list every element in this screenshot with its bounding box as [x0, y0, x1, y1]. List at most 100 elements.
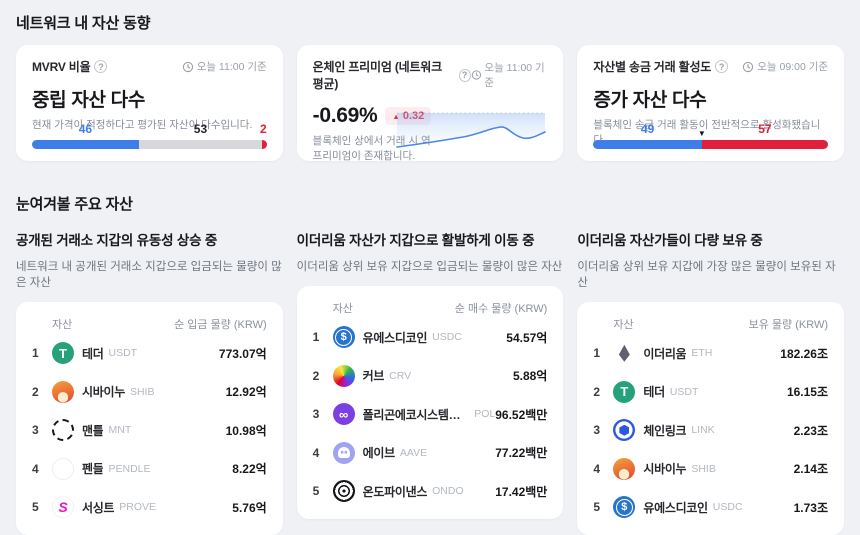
usdt-coin-icon: T: [52, 342, 74, 365]
bar-segment-gray: [138, 140, 263, 149]
shib-coin-icon: [52, 380, 74, 403]
sparkline-area: [397, 113, 546, 147]
coin-name: 테더: [643, 385, 665, 400]
column-heading: 이더리움 자산가 지갑으로 활발하게 이동 중: [296, 233, 535, 248]
table-row[interactable]: 1 이더리움 ETH 182.26조: [593, 334, 828, 373]
table-row[interactable]: 5 S 서싱트 PROVE 5.76억: [32, 488, 267, 527]
aave-coin-icon: [332, 441, 355, 464]
ondo-coin-icon: [332, 480, 355, 503]
usdt-coin-icon: T: [613, 380, 636, 403]
card-title: MVRV 비율: [32, 60, 91, 74]
crv-coin-icon: [332, 364, 355, 387]
table-row[interactable]: 5 온도파이낸스 ONDO 17.42백만: [312, 472, 547, 511]
coin-value: 10.98억: [225, 423, 267, 438]
coin-name: 유에스디코인: [643, 500, 708, 515]
table-row[interactable]: 3 체인링크 LINK 2.23조: [593, 411, 828, 450]
activity-distribution-bar: 49 57: [593, 122, 828, 149]
card-headline: 증가 자산 다수: [593, 90, 707, 111]
coin-ticker: USDT: [108, 347, 138, 360]
column-subtitle: 이더리움 상위 보유 지갑에 가장 많은 물량이 보유된 자산: [577, 261, 836, 289]
coin-value: 773.07억: [218, 346, 267, 361]
rank: 4: [32, 461, 39, 476]
coin-ticker: POL: [474, 408, 496, 421]
table-row[interactable]: 4 에이브 AAVE 77.22백만: [313, 434, 547, 473]
coin-ticker: CRV: [389, 369, 412, 382]
mvrv-neutral-count: 53: [193, 122, 208, 136]
coin-value: 182.26조: [780, 346, 829, 361]
onchain-premium-card[interactable]: 온체인 프리미엄 (네트워크 평균) 오늘 11:00 기준 -0.69% 0.…: [296, 45, 564, 162]
prove-coin-icon: S: [52, 496, 74, 519]
coin-ticker: MNT: [108, 424, 132, 437]
mvrv-distribution-bar: 46 53 2: [32, 122, 267, 149]
coin-name: 커브: [362, 369, 385, 384]
rank: 5: [593, 500, 601, 515]
table-row[interactable]: 1 $ 유에스디코인 USDC 54.57억: [312, 318, 547, 357]
table-row[interactable]: 2 시바이누 SHIB 12.92억: [32, 373, 267, 412]
table-row[interactable]: 3 ∞ 폴리곤에코시스템토큰 POL 96.52백만: [313, 395, 547, 434]
coin-ticker: USDC: [432, 331, 462, 344]
rank: 5: [312, 484, 320, 499]
table-row[interactable]: 1 T 테더 USDT 773.07억: [32, 334, 267, 373]
bar-segment-blue: [32, 140, 139, 149]
card-headline: 중립 자산 다수: [32, 90, 146, 111]
coin-name: 에이브: [362, 446, 395, 461]
mvrv-ratio-card[interactable]: MVRV 비율 오늘 11:00 기준 중립 자산 다수 현재 가격이 적정하다…: [16, 45, 283, 161]
coin-name: 펜들: [82, 462, 104, 477]
help-icon[interactable]: [715, 60, 729, 73]
column-subtitle: 이더리움 상위 보유 지갑으로 입금되는 물량이 많은 자산: [296, 261, 563, 273]
coin-ticker: USDC: [712, 501, 743, 514]
coin-value: 5.88억: [512, 369, 548, 384]
usdc-coin-icon: $: [613, 496, 636, 519]
asset-table: 자산 순 매수 물량 (KRW) 1 $ 유에스디코인 USDC 54.57억 …: [296, 286, 564, 519]
clock-icon: [471, 70, 481, 80]
help-icon[interactable]: [94, 60, 108, 73]
table-row[interactable]: 5 $ 유에스디코인 USDC 1.73조: [593, 488, 828, 527]
rank: 4: [593, 461, 601, 476]
coin-name: 테더: [82, 346, 104, 361]
coin-ticker: ONDO: [432, 485, 464, 498]
notable-asset-columns: 공개된 거래소 지갑의 유동성 상승 중 네트워크 내 공개된 거래소 지갑으로…: [16, 214, 845, 535]
table-row[interactable]: 4 시바이누 SHIB 2.14조: [593, 450, 828, 489]
coin-value: 16.15조: [786, 385, 829, 400]
coin-ticker: PROVE: [119, 501, 156, 514]
timestamp: 오늘 09:00 기준: [742, 59, 828, 74]
coin-ticker: SHIB: [129, 385, 155, 398]
activity-decrease-count: 49: [640, 122, 655, 136]
coin-ticker: PENDLE: [108, 462, 151, 475]
column-heading: 이더리움 자산가들이 다량 보유 중: [577, 233, 763, 248]
coin-value: 2.14조: [793, 462, 829, 477]
table-row[interactable]: 3 맨틀 MNT 10.98억: [32, 411, 267, 450]
transfer-activity-card[interactable]: 자산별 송금 거래 활성도 오늘 09:00 기준 증가 자산 다수 블록체인 …: [577, 45, 845, 161]
bar-segment-blue: [593, 140, 702, 149]
network-trend-cards: MVRV 비율 오늘 11:00 기준 중립 자산 다수 현재 가격이 적정하다…: [16, 45, 845, 162]
card-title: 온체인 프리미엄 (네트워크 평균): [312, 60, 443, 91]
column-header-asset: 자산: [613, 319, 634, 331]
coin-name: 유에스디코인: [362, 330, 428, 345]
coin-ticker: SHIB: [691, 462, 716, 475]
eth-coin-icon: [613, 342, 636, 365]
link-coin-icon: [613, 419, 636, 442]
rank: 3: [593, 423, 601, 438]
table-row[interactable]: 2 커브 CRV 5.88억: [313, 357, 548, 396]
rank: 1: [312, 330, 320, 345]
column-header-value: 순 매수 물량 (KRW): [454, 303, 548, 315]
table-row[interactable]: 4 펜들 PENDLE 8.22억: [32, 450, 267, 489]
timestamp: 오늘 11:00 기준: [471, 60, 548, 90]
activity-increase-count: 57: [758, 122, 772, 136]
column-header-asset: 자산: [52, 319, 73, 331]
section-title-notable-assets: 눈여겨볼 주요 자산: [16, 196, 133, 213]
sparkline-line: [396, 126, 547, 148]
help-icon[interactable]: [458, 68, 471, 82]
column-header-asset: 자산: [332, 303, 353, 315]
clock-icon: [743, 61, 754, 72]
section-title-network-trends: 네트워크 내 자산 동향: [16, 15, 151, 32]
pol-coin-icon: ∞: [332, 403, 355, 426]
column-heading: 공개된 거래소 지갑의 유동성 상승 중: [16, 233, 218, 248]
coin-name: 이더리움: [643, 346, 687, 361]
column-subtitle: 네트워크 내 공개된 거래소 지갑으로 입금되는 물량이 많은 자산: [16, 261, 282, 289]
mnt-coin-icon: [52, 419, 74, 442]
card-title: 자산별 송금 거래 활성도: [593, 60, 712, 74]
table-row[interactable]: 2 T 테더 USDT 16.15조: [593, 373, 828, 412]
rank: 1: [32, 346, 39, 361]
pendle-coin-icon: [52, 457, 74, 480]
